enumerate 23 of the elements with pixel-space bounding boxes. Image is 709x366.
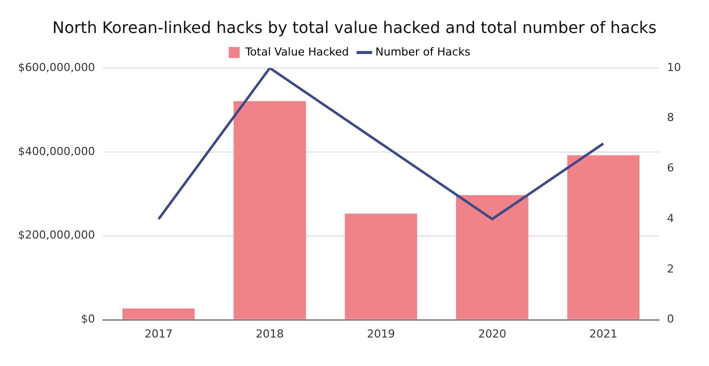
x-tick-label: 2020 [478,327,506,340]
bar [456,195,528,320]
bar [567,155,640,320]
chart-title: North Korean-linked hacks by total value hacked and total number of hacks [51,18,658,37]
y2-tick-label: 2 [667,262,674,276]
y2-tick-label: 8 [667,111,674,124]
y-tick-label: $400,000,000 [18,144,95,158]
x-tick-label: 2018 [256,327,284,340]
x-tick-label: 2021 [589,327,618,340]
y2-tick-label: 4 [667,212,674,225]
bar [234,101,306,320]
x-tick-label: 2019 [366,327,395,340]
y2-tick-label: 10 [667,60,682,74]
legend-label: Number of Hacks [375,45,471,58]
y-tick-label: $600,000,000 [18,60,95,74]
x-tick-label: 2017 [144,327,173,340]
y2-tick-label: 0 [667,312,674,326]
y2-tick-label: 6 [667,162,674,175]
y-tick-label: $200,000,000 [18,228,95,242]
bar [122,308,195,320]
legend-label: Total Value Hacked [244,45,349,58]
bar [344,214,418,320]
y-tick-label: $0 [80,312,95,326]
